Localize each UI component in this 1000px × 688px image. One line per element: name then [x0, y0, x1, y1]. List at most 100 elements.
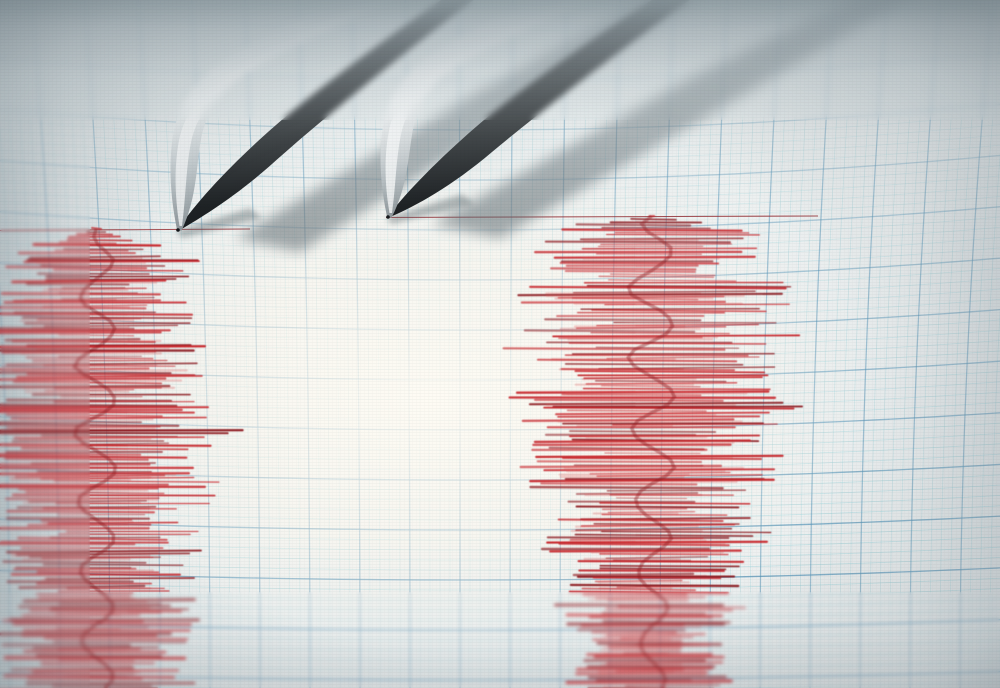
seismogram-stroke: [11, 340, 156, 344]
seismogram-stroke: [592, 576, 722, 580]
seismogram-stroke: [536, 358, 738, 363]
seismogram-stroke: [610, 273, 716, 276]
seismogram-stroke: [40, 264, 166, 267]
seismogram-stroke: [502, 347, 726, 351]
seismogram-stroke: [564, 270, 696, 273]
seismogram-stroke: [35, 654, 163, 657]
seismogram-stroke: [43, 364, 176, 367]
seismogram-stroke: [5, 497, 160, 500]
seismogram-stroke: [543, 406, 795, 410]
seismogram-stroke: [11, 494, 216, 497]
seismogram-stroke: [0, 443, 212, 447]
seismogram-stroke: [601, 531, 772, 534]
seismogram-stroke: [569, 430, 717, 433]
seismogram-stroke: [12, 622, 192, 626]
seismogram-stroke: [544, 240, 732, 244]
seismogram-stroke: [43, 637, 189, 640]
seismogram-stroke: [601, 513, 728, 516]
seismogram-stroke: [0, 452, 142, 456]
seismogram-stroke: [534, 398, 724, 402]
seismogram-stroke: [608, 279, 737, 282]
seismogram-stroke: [601, 612, 706, 615]
seismogram-stroke: [53, 480, 220, 483]
seismogram-stroke: [42, 507, 177, 510]
seismogram-stroke: [536, 460, 703, 464]
seismogram-stroke: [6, 425, 161, 429]
seismogram-stroke: [10, 416, 207, 420]
seismogram-stroke: [40, 519, 133, 522]
seismogram-stroke: [0, 331, 162, 335]
seismogram-trace-right: [502, 214, 804, 688]
seismogram-stroke: [20, 447, 189, 451]
seismogram-stroke: [0, 429, 244, 432]
seismogram-stroke: [599, 502, 751, 505]
seismogram-stroke: [4, 457, 149, 461]
seismogram-stroke: [549, 549, 742, 553]
seismogram-stroke: [558, 336, 703, 339]
seismogram-stroke: [630, 218, 677, 221]
baseline-right: [385, 215, 819, 219]
baseline-left: [0, 228, 251, 232]
seismogram-stroke: [25, 491, 165, 495]
seismogram-stroke: [607, 511, 696, 514]
seismogram-stroke: [23, 650, 167, 654]
seismogram-stroke: [17, 537, 168, 541]
seismogram-stroke: [0, 403, 178, 408]
seismogram-stroke: [569, 434, 761, 438]
seismogram-stroke: [601, 227, 711, 230]
seismogram-stroke: [25, 356, 154, 360]
seismogram-stroke: [540, 482, 698, 486]
seismogram-stroke: [26, 373, 196, 376]
seismogram-stroke: [624, 684, 721, 687]
seismogram-trace-left: [0, 226, 244, 688]
seismogram-stroke: [561, 457, 763, 460]
seismogram-stroke: [2, 619, 144, 623]
seismogram-stroke: [560, 368, 736, 371]
seismogram-stroke: [16, 505, 157, 509]
seismogram-stroke: [575, 505, 740, 509]
seismogram-stroke: [13, 436, 205, 439]
seismogram-stroke: [566, 409, 707, 412]
seismogram-stroke: [598, 275, 715, 278]
seismogram-stroke: [569, 583, 740, 588]
seismogram-stroke: [564, 363, 744, 366]
seismogram-stroke: [29, 609, 182, 613]
seismogram-stroke: [90, 226, 103, 231]
seismogram-stroke: [529, 485, 724, 490]
seismogram-stroke: [12, 299, 162, 302]
seismogram-stroke: [561, 228, 743, 232]
seismogram-stroke: [561, 393, 702, 397]
seismogram-stroke: [5, 265, 148, 270]
seismogram-stroke: [578, 569, 725, 573]
seismogram-stroke: [559, 261, 720, 265]
seismogram-stroke: [580, 308, 760, 310]
seismogram-stroke: [22, 614, 141, 617]
seismogram-stroke: [601, 385, 701, 388]
seismogram-stroke: [0, 371, 172, 375]
seismogram-stroke: [40, 661, 155, 664]
seismogram-stroke: [0, 345, 207, 349]
seismogram-stroke: [6, 510, 156, 514]
seismogram-stroke: [58, 241, 117, 245]
seismogram-stroke: [568, 342, 767, 345]
seismogram-stroke: [0, 423, 180, 427]
seismogram-stroke: [587, 675, 727, 679]
seismogram-stroke: [0, 472, 191, 475]
seismogram-stroke: [520, 300, 726, 304]
seismogram-stroke: [565, 613, 724, 618]
seismogram-stroke: [575, 223, 692, 227]
seismogram-stroke: [0, 306, 147, 310]
seismogram-stroke: [568, 590, 729, 595]
seismogram-stroke: [616, 585, 707, 588]
seismogram-stroke: [25, 282, 130, 286]
seismogram-stroke: [55, 626, 149, 629]
seismogram-stroke: [602, 620, 731, 624]
seismogram-stroke: [66, 238, 133, 242]
seismogram-stroke: [27, 677, 143, 681]
seismogram-stroke: [590, 332, 730, 335]
seismogram-stroke: [550, 267, 697, 271]
seismogram-stroke: [577, 560, 745, 563]
seismogram-stroke: [580, 624, 685, 628]
seismogram-stroke: [574, 370, 766, 374]
